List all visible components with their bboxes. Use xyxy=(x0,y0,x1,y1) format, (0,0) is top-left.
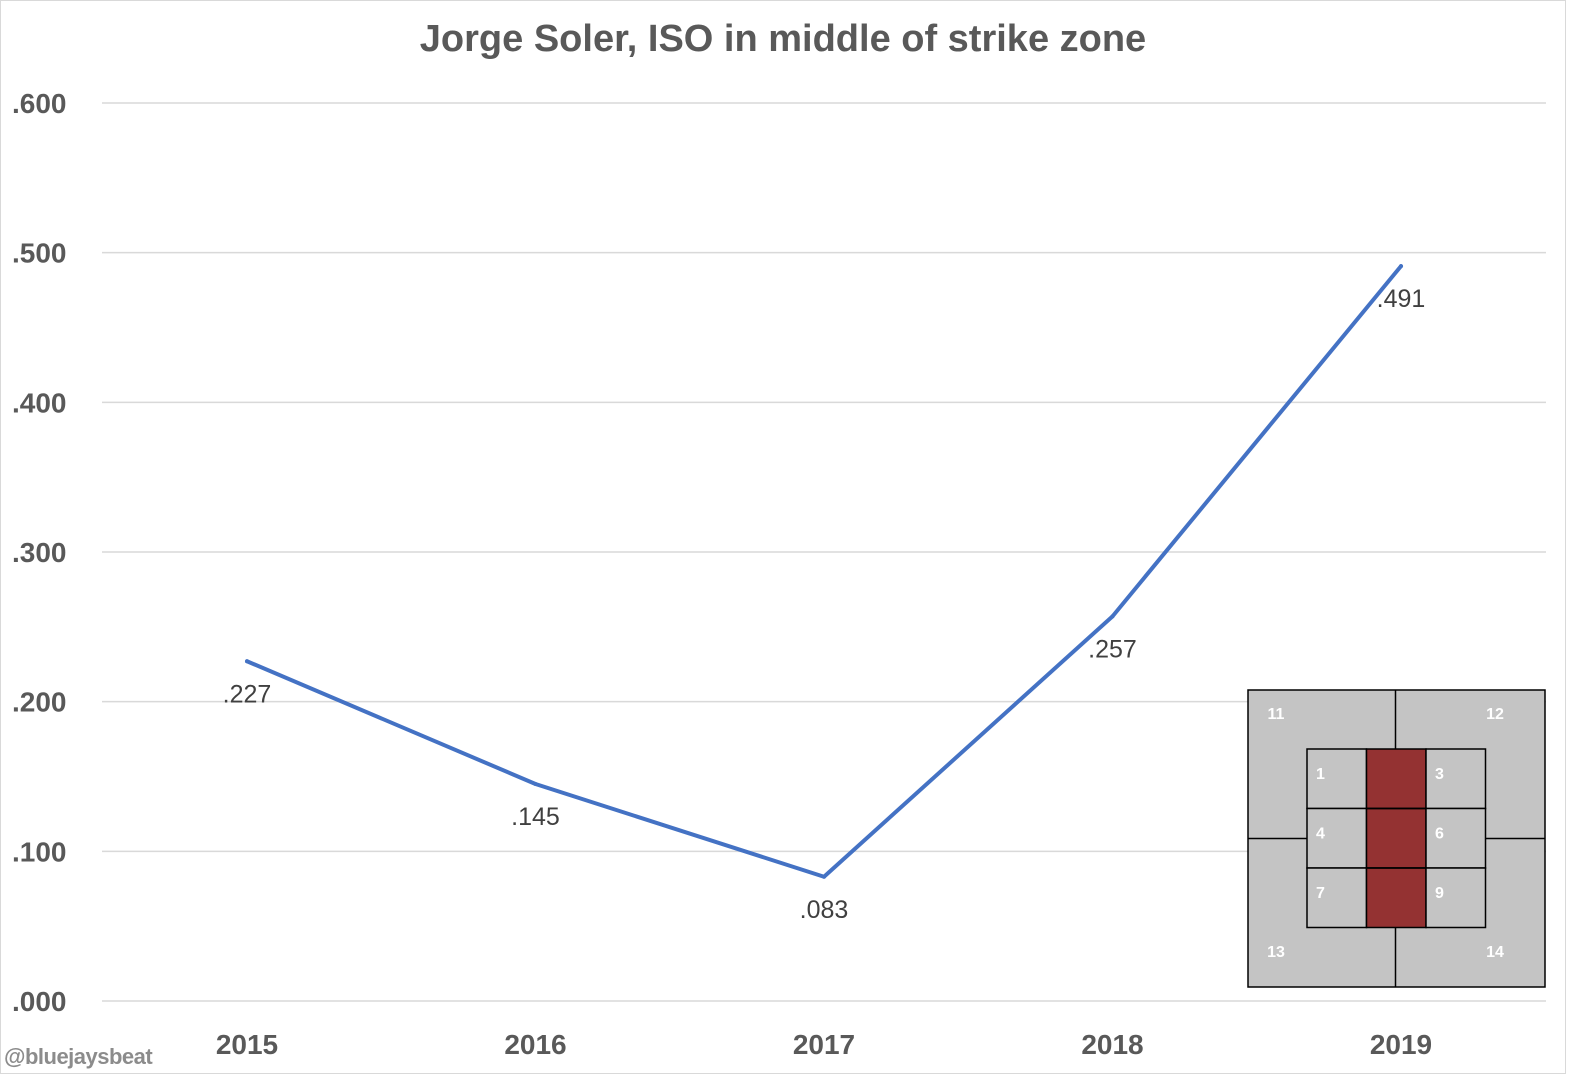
strike-zone-outer-label: 14 xyxy=(1486,944,1504,961)
series-line xyxy=(245,264,1403,879)
strike-zone-label: 6 xyxy=(1435,826,1444,843)
y-tick-label: .100 xyxy=(12,836,67,867)
strike-zone-cell xyxy=(1425,867,1487,929)
data-point xyxy=(533,781,538,786)
y-tick-label: .200 xyxy=(12,687,67,718)
data-point xyxy=(1110,614,1115,619)
strike-zone-label: 9 xyxy=(1435,885,1444,902)
data-label: .491 xyxy=(1377,285,1426,313)
strike-zone-label: 7 xyxy=(1316,885,1325,902)
data-point xyxy=(1399,264,1403,269)
x-tick-label: 2017 xyxy=(793,1029,855,1060)
data-label: .257 xyxy=(1088,635,1137,663)
x-tick-label: 2019 xyxy=(1370,1029,1432,1060)
strike-zone-cell xyxy=(1306,867,1368,929)
strike-zone-cell xyxy=(1365,867,1427,929)
data-label: .227 xyxy=(223,680,272,708)
data-label: .145 xyxy=(511,803,560,831)
data-label: .083 xyxy=(800,896,849,924)
y-tick-label: .500 xyxy=(12,238,67,269)
strike-zone-label: 4 xyxy=(1316,826,1325,843)
y-tick-label: .600 xyxy=(12,88,67,119)
chart-title: Jorge Soler, ISO in middle of strike zon… xyxy=(419,18,1147,60)
strike-zone-outer-label: 12 xyxy=(1486,706,1504,723)
y-tick-label: .000 xyxy=(12,986,67,1017)
x-tick-label: 2018 xyxy=(1081,1029,1143,1060)
strike-zone-cell xyxy=(1365,748,1427,810)
data-point xyxy=(245,659,249,664)
x-tick-label: 2016 xyxy=(504,1029,566,1060)
strike-zone-label: 1 xyxy=(1316,766,1325,783)
data-point xyxy=(822,874,826,879)
strike-zone-label: 3 xyxy=(1435,766,1444,783)
y-tick-label: .300 xyxy=(12,537,67,568)
strike-zone-cell xyxy=(1365,807,1427,869)
x-tick-label: 2015 xyxy=(216,1029,278,1060)
y-tick-label: .400 xyxy=(12,387,67,418)
strike-zone-outer-label: 11 xyxy=(1268,706,1285,723)
watermark: @bluejaysbeat xyxy=(4,1044,153,1069)
strike-zone-outer-label: 13 xyxy=(1267,944,1285,961)
